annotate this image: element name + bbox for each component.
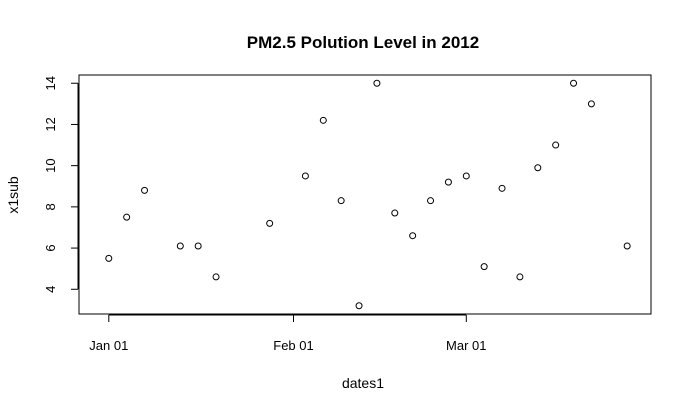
data-point [516, 273, 524, 281]
y-tick-label: 6 [43, 244, 58, 251]
y-tick-label: 4 [43, 286, 58, 293]
x-tick-label: Feb 01 [273, 338, 313, 353]
data-point [444, 178, 452, 186]
x-tick-label: Jan 01 [89, 338, 128, 353]
y-tick-label: 14 [43, 76, 58, 90]
data-point [105, 254, 113, 262]
x-tick-label: Mar 01 [446, 338, 486, 353]
data-point [498, 184, 506, 192]
data-point [409, 232, 417, 240]
y-tick-label: 8 [43, 203, 58, 210]
y-axis: 4 6 8 10 12 14 [43, 76, 79, 293]
data-point [570, 79, 578, 87]
data-point [337, 197, 345, 205]
data-point [319, 116, 327, 124]
data-point [391, 209, 399, 217]
data-point [480, 263, 488, 271]
data-point [373, 79, 381, 87]
data-point [176, 242, 184, 250]
data-points [105, 79, 631, 310]
data-point [587, 100, 595, 108]
data-point [552, 141, 560, 149]
data-point [301, 172, 309, 180]
data-point [355, 302, 363, 310]
data-point [534, 164, 542, 172]
data-point [623, 242, 631, 250]
x-axis-label: dates1 [342, 375, 384, 391]
data-point [212, 273, 220, 281]
data-point [462, 172, 470, 180]
data-point [123, 213, 131, 221]
data-point [427, 197, 435, 205]
y-axis-label: x1sub [5, 176, 21, 214]
plot-frame [78, 74, 652, 315]
y-tick-label: 10 [43, 158, 58, 172]
data-point [194, 242, 202, 250]
data-point [266, 219, 274, 227]
data-point [141, 186, 149, 194]
y-tick-label: 12 [43, 117, 58, 131]
chart-title: PM2.5 Polution Level in 2012 [247, 33, 479, 52]
x-axis: Jan 01 Feb 01 Mar 01 [89, 314, 487, 353]
